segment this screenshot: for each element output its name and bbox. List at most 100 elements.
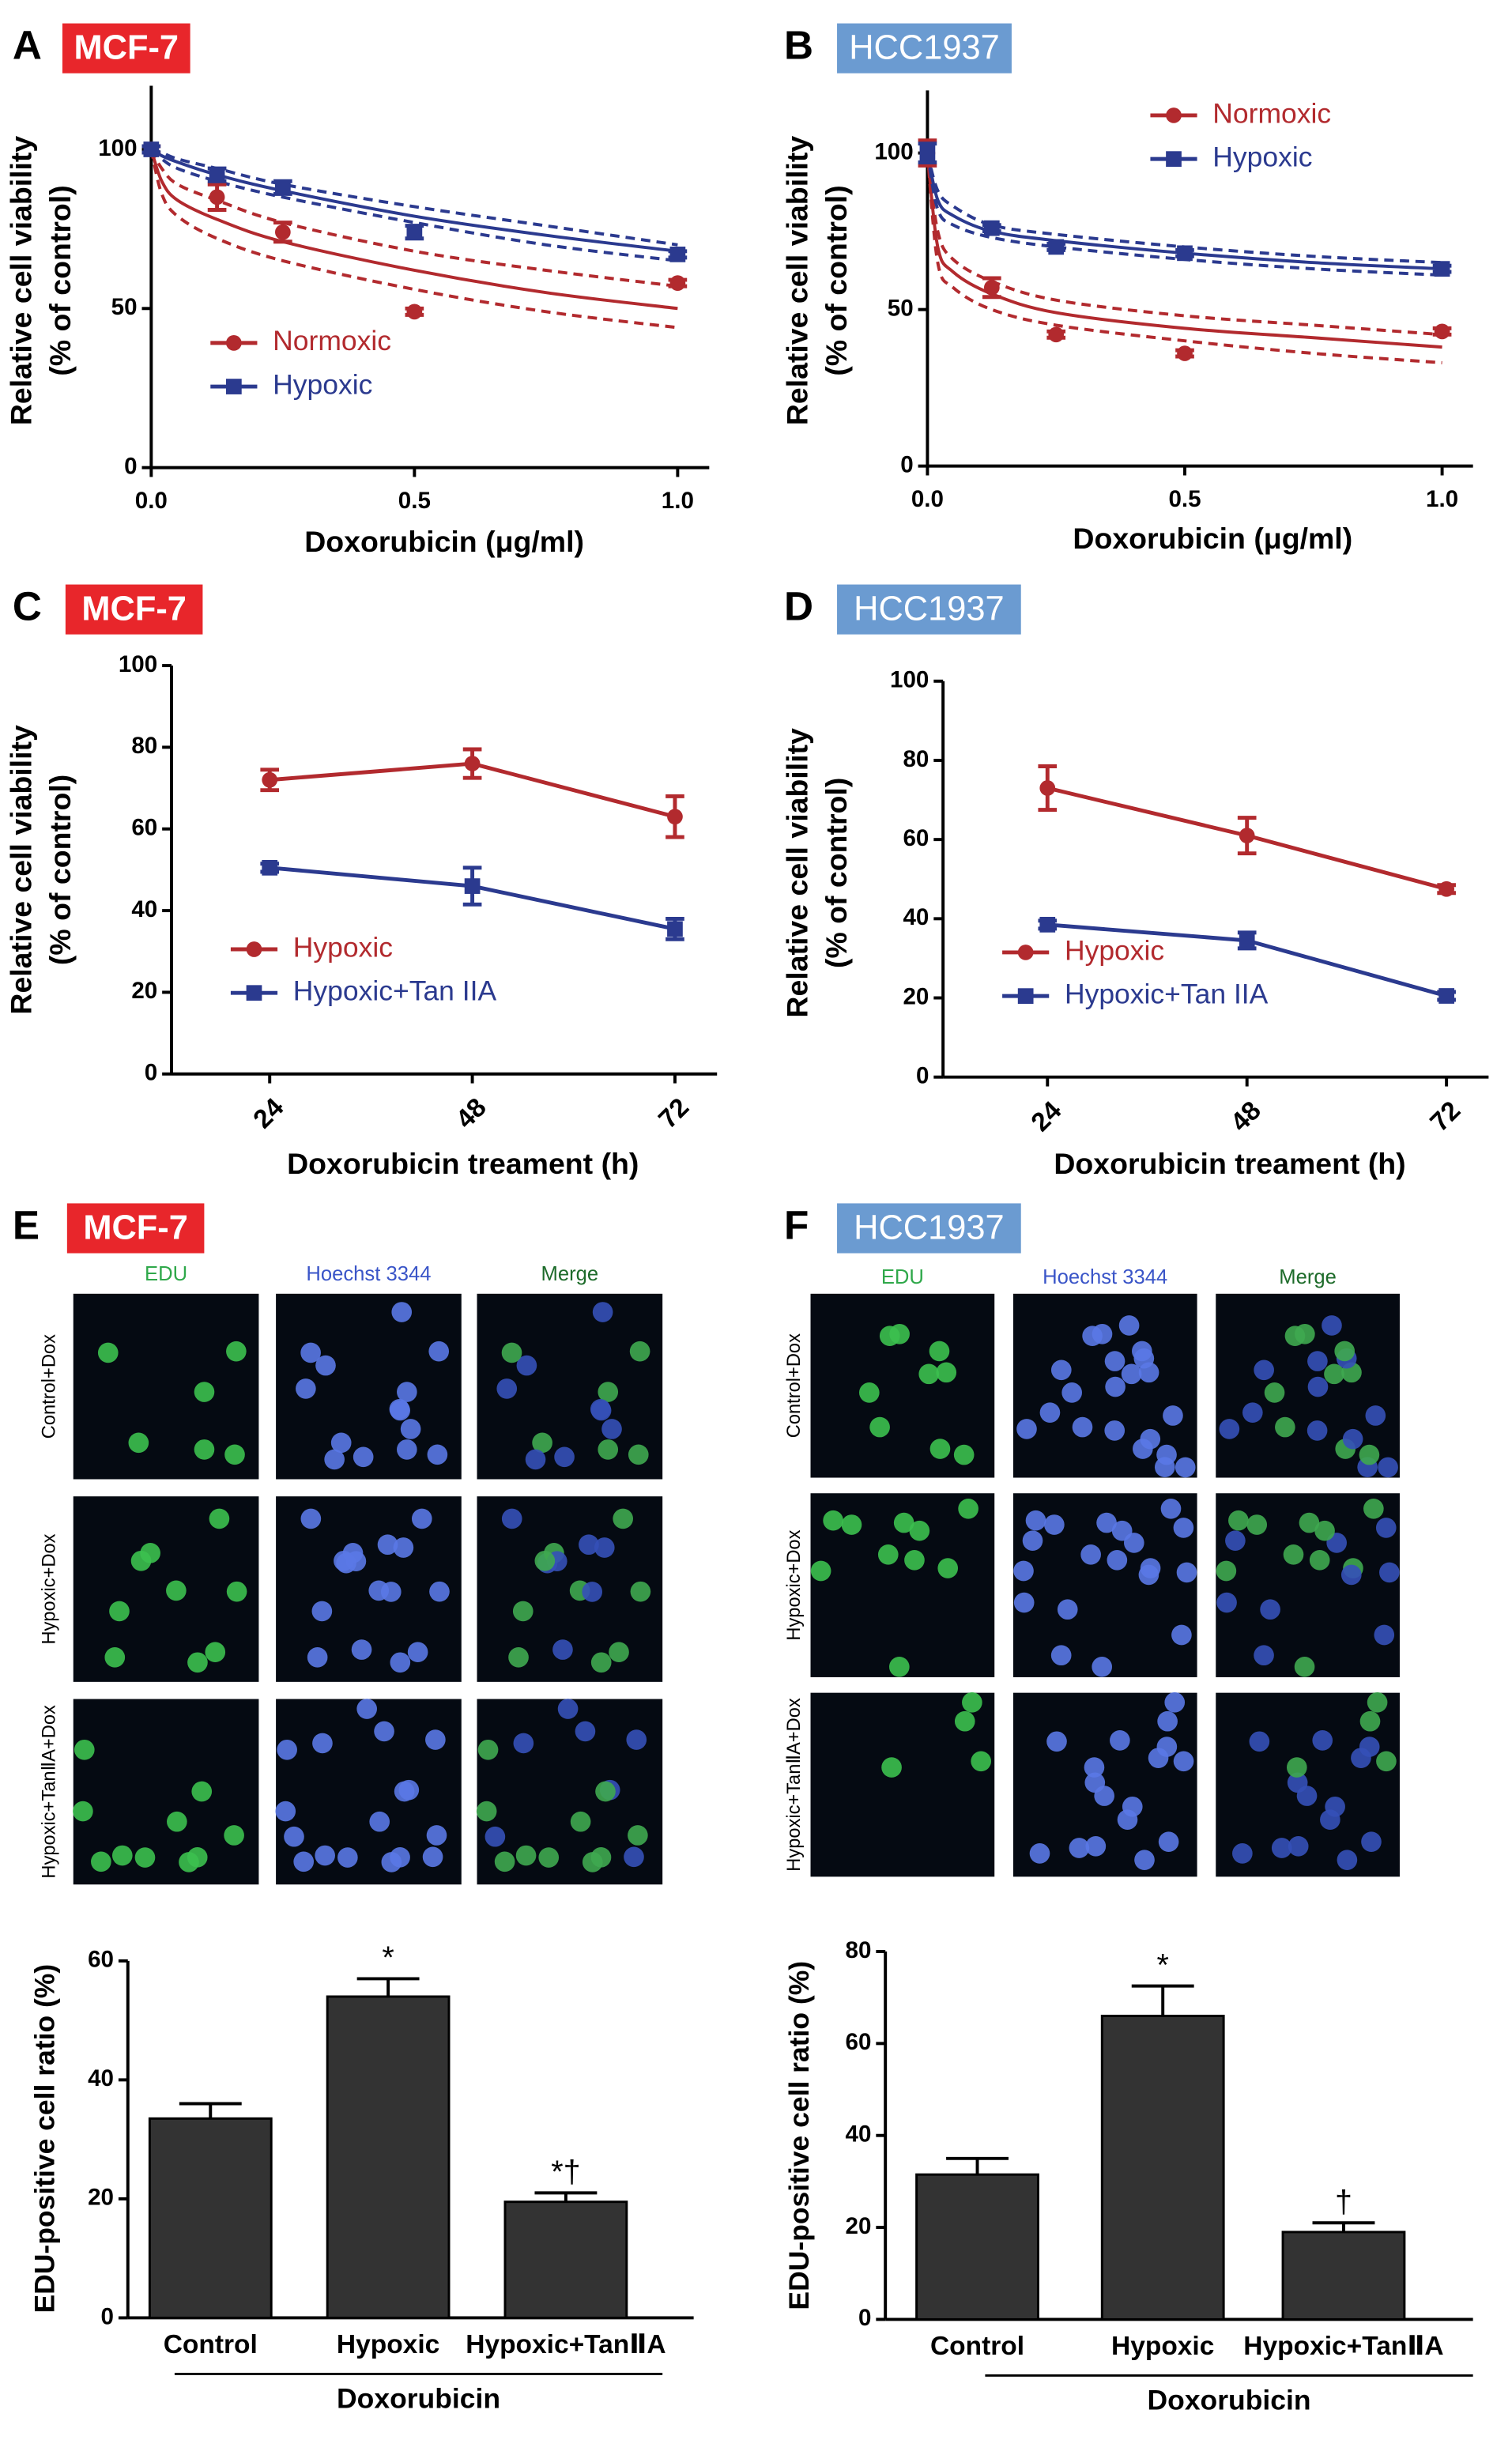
- nucleus: [1260, 1599, 1280, 1620]
- nucleus: [1092, 1323, 1113, 1344]
- badge-label: HCC1937: [854, 590, 1004, 628]
- panel-letter: F: [784, 1203, 809, 1248]
- error-bar: [356, 1977, 420, 1997]
- nucleus: [1228, 1510, 1249, 1531]
- nucleus: [187, 1652, 208, 1673]
- marker: [667, 921, 683, 937]
- nucleus: [374, 1721, 394, 1742]
- marker: [919, 145, 936, 161]
- nucleus: [1138, 1564, 1159, 1586]
- nucleus: [296, 1378, 316, 1399]
- nucleus: [1163, 1405, 1183, 1426]
- micrograph: [73, 1496, 259, 1682]
- x-tick-label: 0.0: [135, 488, 168, 514]
- bar: [326, 1995, 451, 2319]
- marker: [1434, 323, 1450, 340]
- fit-ci-upper: [926, 153, 1442, 265]
- badge: [66, 1203, 205, 1254]
- nucleus: [893, 1512, 914, 1533]
- x-tick-label: Hypoxic: [337, 2330, 439, 2359]
- nucleus: [307, 1646, 328, 1668]
- nucleus: [191, 1781, 213, 1802]
- significance-mark: *: [1157, 1948, 1169, 1982]
- nucleus: [877, 1544, 899, 1565]
- marker: [983, 220, 1000, 236]
- point: [1048, 326, 1065, 343]
- point: [1048, 239, 1065, 255]
- marker: [464, 756, 481, 771]
- nucleus: [1134, 1850, 1155, 1870]
- marker: [464, 878, 481, 894]
- marker: [1177, 245, 1193, 262]
- nucleus: [881, 1757, 902, 1778]
- nucleus: [929, 1439, 951, 1459]
- marker: [262, 859, 278, 876]
- nucleus: [629, 1341, 650, 1362]
- x-tick-label: 24: [248, 1092, 290, 1134]
- micrograph: [810, 1691, 995, 1877]
- point: [274, 179, 291, 196]
- nucleus: [1225, 1530, 1246, 1551]
- panel: C MCF-7 0 20 40 60 80 100 24 48 72 Hypoxic Hypoxic+T…: [5, 584, 718, 1180]
- nucleus: [810, 1560, 831, 1582]
- marker: [406, 224, 423, 240]
- marker: [1017, 945, 1034, 960]
- nucleus: [496, 1378, 518, 1399]
- nucleus: [1080, 1544, 1101, 1565]
- marker: [983, 280, 1000, 296]
- badge-label: MCF-7: [83, 1209, 188, 1246]
- nucleus: [590, 1652, 612, 1673]
- point: [667, 809, 683, 825]
- nucleus: [1118, 1315, 1140, 1336]
- nucleus: [284, 1826, 304, 1847]
- badge-label: MCF-7: [81, 590, 187, 628]
- legend-label: Hypoxic: [1065, 934, 1164, 966]
- fit-ci-lower: [149, 148, 678, 262]
- nucleus: [494, 1851, 515, 1872]
- y-axis-label: (% of control): [820, 778, 853, 968]
- nucleus: [859, 1382, 880, 1403]
- y-axis-label: Relative cell viability: [5, 725, 38, 1015]
- x-tick-label: 0.5: [398, 488, 431, 514]
- image-column-label: Hoechst 3344: [306, 1263, 431, 1285]
- y-axis-label: Relative cell viability: [5, 136, 38, 426]
- nucleus: [1286, 1757, 1307, 1778]
- nucleus: [1044, 1514, 1065, 1535]
- nucleus: [1061, 1382, 1083, 1403]
- panel: B HCC1937 0 50 100 0.0 0.5 1.0 Normoxic Hypoxic Do…: [781, 23, 1473, 555]
- nucleus: [937, 1558, 959, 1578]
- y-tick-label: 40: [131, 896, 157, 922]
- nucleus: [590, 1400, 612, 1421]
- x-tick-label: 72: [1425, 1096, 1467, 1138]
- point: [983, 220, 1000, 236]
- legend-label: Hypoxic+Tan IIA: [1065, 979, 1269, 1010]
- nucleus: [501, 1508, 522, 1529]
- nucleus: [1096, 1512, 1117, 1533]
- nucleus: [293, 1851, 315, 1872]
- y-tick-label: 0: [916, 1063, 929, 1089]
- badge-label: HCC1937: [854, 1209, 1004, 1246]
- y-tick-label: 100: [890, 667, 929, 693]
- nucleus: [425, 1729, 446, 1750]
- point: [983, 280, 1000, 296]
- nucleus: [1121, 1363, 1142, 1385]
- nucleus: [1160, 1498, 1182, 1519]
- y-tick-label: 0: [858, 2305, 871, 2331]
- nucleus: [525, 1449, 546, 1470]
- nucleus: [97, 1342, 119, 1363]
- image-row-label: Hypoxic+TanⅡA+Dox: [784, 1698, 805, 1872]
- y-tick-label: 0: [101, 2303, 114, 2329]
- nucleus: [1050, 1645, 1072, 1666]
- nucleus: [1039, 1402, 1061, 1423]
- y-tick-label: 80: [846, 1937, 872, 1963]
- bar: [503, 2200, 628, 2319]
- nucleus: [1283, 1544, 1304, 1565]
- nucleus: [1216, 1592, 1237, 1613]
- micrograph: [1216, 1293, 1400, 1478]
- nucleus: [1046, 1731, 1067, 1752]
- nucleus: [1084, 1757, 1105, 1778]
- y-tick-label: 20: [131, 978, 157, 1004]
- nucleus: [918, 1363, 940, 1385]
- marker: [1438, 881, 1454, 897]
- nucleus: [1294, 1656, 1315, 1677]
